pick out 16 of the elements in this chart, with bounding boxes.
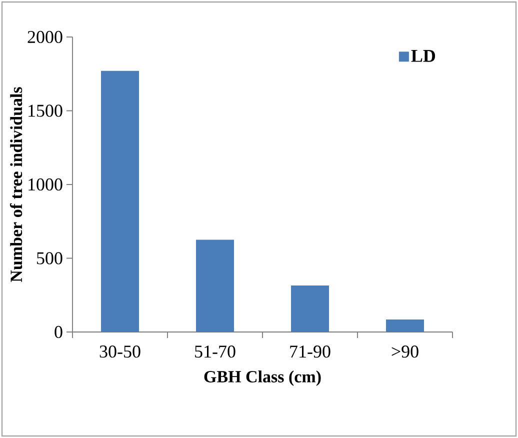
bar (196, 240, 234, 332)
y-tick-label: 0 (54, 326, 62, 338)
x-tick-label: >90 (392, 346, 418, 358)
bar (101, 70, 140, 332)
y-tick-label: 1000 (28, 178, 62, 191)
x-axis-title: GBH Class (cm) (204, 370, 321, 386)
bar (291, 286, 330, 332)
y-tick-label: 2000 (28, 30, 62, 44)
y-axis-title: Number of tree individuals (10, 87, 22, 282)
x-tick-label: 30-50 (100, 346, 140, 358)
y-tick-label: 500 (37, 252, 62, 264)
y-tick-label: 1500 (28, 104, 62, 117)
bar (386, 319, 424, 332)
x-tick-label: 51-70 (195, 346, 236, 358)
x-tick-label: 71-90 (290, 346, 330, 358)
legend-label: LD (411, 50, 436, 62)
